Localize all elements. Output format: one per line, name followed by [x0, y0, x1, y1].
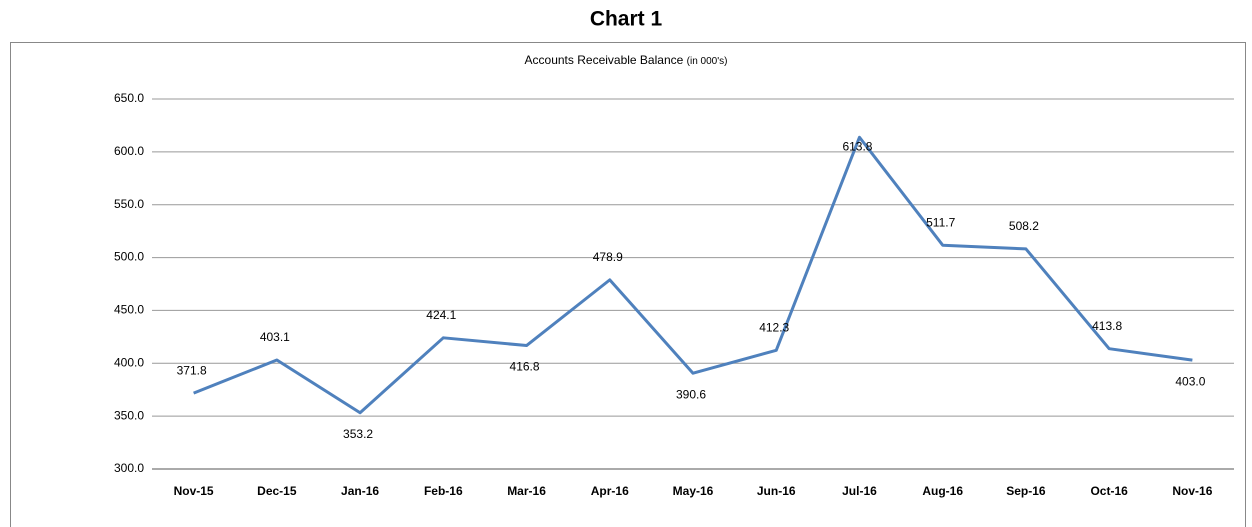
- y-tick-label: 400.0: [114, 355, 144, 369]
- y-tick-label: 350.0: [114, 408, 144, 422]
- y-tick-label: 300.0: [114, 461, 144, 475]
- data-label: 416.8: [510, 360, 540, 374]
- x-tick-label: Mar-16: [507, 484, 546, 498]
- title-main: Accounts Receivable Balance: [525, 53, 684, 67]
- x-tick-label: May-16: [673, 484, 714, 498]
- chart-frame: [10, 42, 1246, 527]
- x-tick-label: Dec-15: [257, 484, 297, 498]
- data-line: [193, 135, 1193, 415]
- title-note: (in 000's): [687, 56, 728, 67]
- x-tick-label: Jul-16: [842, 484, 877, 498]
- data-label: 403.1: [260, 330, 290, 344]
- x-tick-label: Jun-16: [757, 484, 796, 498]
- data-label: 413.8: [1092, 319, 1122, 333]
- y-tick-label: 450.0: [114, 303, 144, 317]
- x-tick-label: Oct-16: [1090, 484, 1128, 498]
- chart-title: Accounts Receivable Balance (in 000's): [525, 53, 728, 67]
- chart-heading: Chart 1: [590, 8, 663, 31]
- data-label: 403.0: [1175, 374, 1205, 388]
- data-label: 508.2: [1009, 219, 1039, 233]
- x-tick-label: Jan-16: [341, 484, 379, 498]
- data-label: 613.8: [842, 139, 872, 153]
- y-tick-label: 500.0: [114, 250, 144, 264]
- data-label: 353.2: [343, 427, 373, 441]
- data-label: 371.8: [177, 363, 207, 377]
- x-tick-label: Feb-16: [424, 484, 463, 498]
- data-label: 478.9: [593, 250, 623, 264]
- y-tick-label: 600.0: [114, 144, 144, 158]
- data-label: 511.7: [926, 215, 955, 229]
- y-tick-label: 650.0: [114, 91, 144, 105]
- x-tick-label: Apr-16: [591, 484, 629, 498]
- data-label: 412.3: [759, 320, 789, 334]
- x-tick-label: Nov-15: [174, 484, 214, 498]
- data-label: 390.6: [676, 387, 706, 401]
- x-tick-label: Nov-16: [1172, 484, 1212, 498]
- x-tick-label: Sep-16: [1006, 484, 1046, 498]
- y-tick-label: 550.0: [114, 197, 144, 211]
- data-label: 424.1: [426, 308, 456, 322]
- x-tick-label: Aug-16: [922, 484, 963, 498]
